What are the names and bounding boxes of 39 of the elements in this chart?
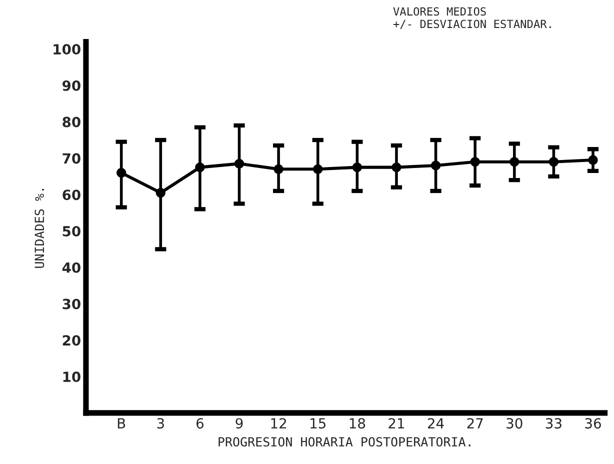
y-tick-label: 40 <box>62 262 80 273</box>
y-tick-label: 20 <box>62 335 80 346</box>
point <box>588 155 598 165</box>
y-tick-label: 70 <box>62 153 80 164</box>
point <box>156 188 166 198</box>
x-tick-label: 36 <box>585 418 601 429</box>
y-tick-label: 80 <box>62 116 80 128</box>
x-tick-label: 24 <box>428 418 444 428</box>
x-tick-label: 6 <box>196 418 204 429</box>
point <box>470 156 480 167</box>
y-tick-label: 90 <box>62 80 80 91</box>
x-tick-label: 33 <box>546 418 562 429</box>
x-tick-label: 21 <box>388 418 404 428</box>
x-tick-label: 3 <box>157 418 164 429</box>
x-tick-label: B <box>118 418 126 428</box>
y-tick-label: 10 <box>63 372 80 382</box>
point <box>116 168 126 178</box>
point <box>274 164 284 174</box>
point <box>548 156 559 167</box>
point <box>430 160 441 170</box>
x-tick-label: 9 <box>236 418 243 429</box>
point <box>195 162 205 172</box>
y-tick-label: 50 <box>62 226 80 236</box>
x-tick-label: 12 <box>271 418 286 428</box>
x-tick-label: 27 <box>467 418 483 428</box>
x-tick-label: 30 <box>506 418 522 429</box>
point <box>352 162 362 172</box>
x-tick-label: 18 <box>350 418 366 429</box>
y-axis-title: UNIDADES %. <box>34 188 44 268</box>
point <box>392 162 402 172</box>
point <box>313 164 323 174</box>
point <box>510 156 520 167</box>
point <box>234 158 244 169</box>
y-tick-label: 100 <box>54 44 80 55</box>
text: VALORES MEDIOS +/- DESVIACION ESTANDAR. <box>393 7 551 30</box>
x-tick-label: 15 <box>310 418 326 429</box>
x-axis-title: PROGRESION HORARIA POSTOPERATORIA. <box>218 437 470 447</box>
y-tick-label: 30 <box>62 298 80 310</box>
y-tick-label: 60 <box>62 190 80 200</box>
